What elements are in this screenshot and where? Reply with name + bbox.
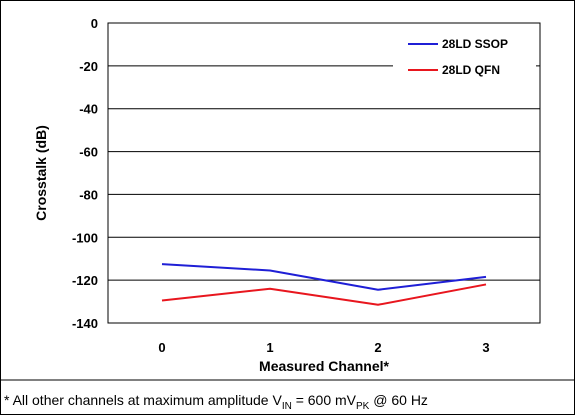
y-tick-label: 0 (91, 16, 98, 31)
footnote-mid: = 600 mV (292, 392, 357, 408)
y-tick-label: -40 (79, 102, 98, 117)
x-tick-label: 0 (158, 340, 165, 355)
y-tick-label: -100 (72, 230, 98, 245)
y-tick-label: -80 (79, 187, 98, 202)
x-axis-title: Measured Channel* (259, 358, 389, 374)
grid-lines (108, 65, 540, 281)
series-line-ssop (161, 263, 487, 291)
footnote: * All other channels at maximum amplitud… (4, 392, 428, 412)
legend-label-ssop: 28LD SSOP (442, 37, 508, 51)
y-tick-label: -20 (79, 59, 98, 74)
x-axis-ticks: 0 1 2 3 (158, 340, 489, 355)
legend: 28LD SSOP 28LD QFN (393, 28, 536, 83)
y-tick-label: -60 (79, 145, 98, 160)
footnote-sub-pk: PK (356, 401, 370, 412)
series-line-qfn (161, 283, 487, 306)
plot-area-border (107, 22, 541, 324)
footnote-prefix: * All other channels at maximum amplitud… (4, 392, 282, 408)
y-tick-label: -120 (72, 273, 98, 288)
x-tick-label: 2 (374, 340, 381, 355)
x-tick-label: 3 (482, 340, 489, 355)
y-axis-ticks: 0 -20 -40 -60 -80 -100 -120 -140 (72, 16, 98, 331)
footnote-suffix: @ 60 Hz (369, 392, 428, 408)
legend-label-qfn: 28LD QFN (442, 63, 500, 77)
series-lines (161, 263, 487, 306)
x-tick-label: 1 (266, 340, 273, 355)
y-tick-label: -140 (72, 316, 98, 331)
y-axis-title: Crosstalk (dB) (33, 125, 49, 221)
legend-box (393, 28, 536, 83)
footnote-sub-in: IN (282, 401, 292, 412)
